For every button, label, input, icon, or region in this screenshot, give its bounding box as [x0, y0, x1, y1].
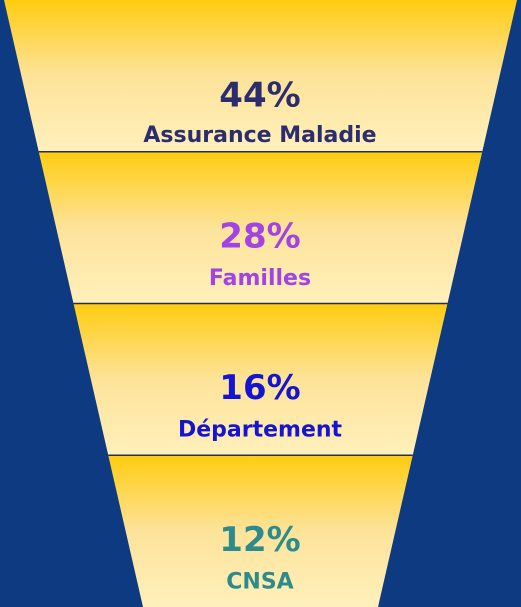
funnel-segment [4, 0, 517, 152]
funnel-segment [38, 151, 483, 304]
funnel: 44% Assurance Maladie 28% Familles 16% Départ… [4, 0, 517, 607]
funnel-segment [73, 303, 448, 456]
value-label: 16% [219, 368, 300, 408]
value-label: 12% [219, 520, 300, 560]
category-label: CNSA [226, 569, 293, 594]
category-label: Assurance Maladie [143, 123, 376, 148]
value-label: 28% [219, 216, 300, 256]
category-label: Département [178, 418, 343, 443]
value-label: 44% [219, 76, 300, 116]
funnel-segment [108, 455, 413, 607]
category-label: Familles [209, 266, 311, 291]
